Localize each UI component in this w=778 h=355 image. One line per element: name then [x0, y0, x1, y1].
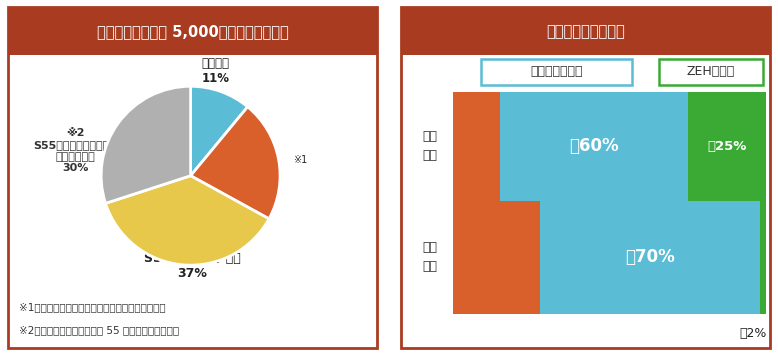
FancyBboxPatch shape [659, 59, 762, 85]
Text: 戸建
住宅: 戸建 住宅 [422, 130, 437, 163]
Wedge shape [191, 86, 247, 176]
Text: 新築住宅の断熱性能: 新築住宅の断熱性能 [546, 24, 625, 39]
Bar [499, 92, 688, 201]
Text: 約60%: 約60% [569, 137, 619, 155]
Text: 省エネ基準適合: 省エネ基準適合 [531, 65, 583, 78]
Bar [688, 92, 766, 201]
Bar [541, 201, 760, 314]
FancyBboxPatch shape [8, 7, 377, 348]
Bar [760, 201, 766, 314]
Bar [453, 92, 499, 201]
FancyBboxPatch shape [482, 59, 632, 85]
Text: ※1：省エネ法に基づき平成４年に定められた基準: ※1：省エネ法に基づき平成４年に定められた基準 [19, 302, 166, 312]
Text: 現行基準
11%: 現行基準 11% [202, 57, 230, 85]
Text: S55 (1980) 基準
37%: S55 (1980) 基準 37% [144, 252, 241, 280]
FancyBboxPatch shape [8, 8, 377, 55]
FancyBboxPatch shape [401, 8, 770, 55]
Text: ※2
S55基準に満たないもの
（無断熱等）
30%: ※2 S55基準に満たないもの （無断熱等） 30% [33, 129, 117, 173]
Text: ZEHレベル: ZEHレベル [686, 65, 734, 78]
Text: 住宅ストック（約 5,000万戸）の断熱性能: 住宅ストック（約 5,000万戸）の断熱性能 [96, 24, 289, 39]
Text: 約2%: 約2% [739, 327, 766, 340]
Text: H4 (1992) 基準
22%: H4 (1992) 基準 22% [261, 167, 340, 188]
Text: ※1: ※1 [293, 155, 307, 165]
Text: 約25%: 約25% [707, 140, 747, 153]
Text: ※2：省エネ法に基づき昭和 55 年に定められた基準: ※2：省エネ法に基づき昭和 55 年に定められた基準 [19, 325, 180, 335]
Wedge shape [101, 86, 191, 203]
Text: 共同
住宅: 共同 住宅 [422, 241, 437, 273]
FancyBboxPatch shape [401, 7, 770, 348]
Wedge shape [106, 176, 269, 265]
Text: 約70%: 約70% [626, 248, 675, 266]
Bar [453, 201, 541, 314]
Wedge shape [191, 107, 280, 219]
